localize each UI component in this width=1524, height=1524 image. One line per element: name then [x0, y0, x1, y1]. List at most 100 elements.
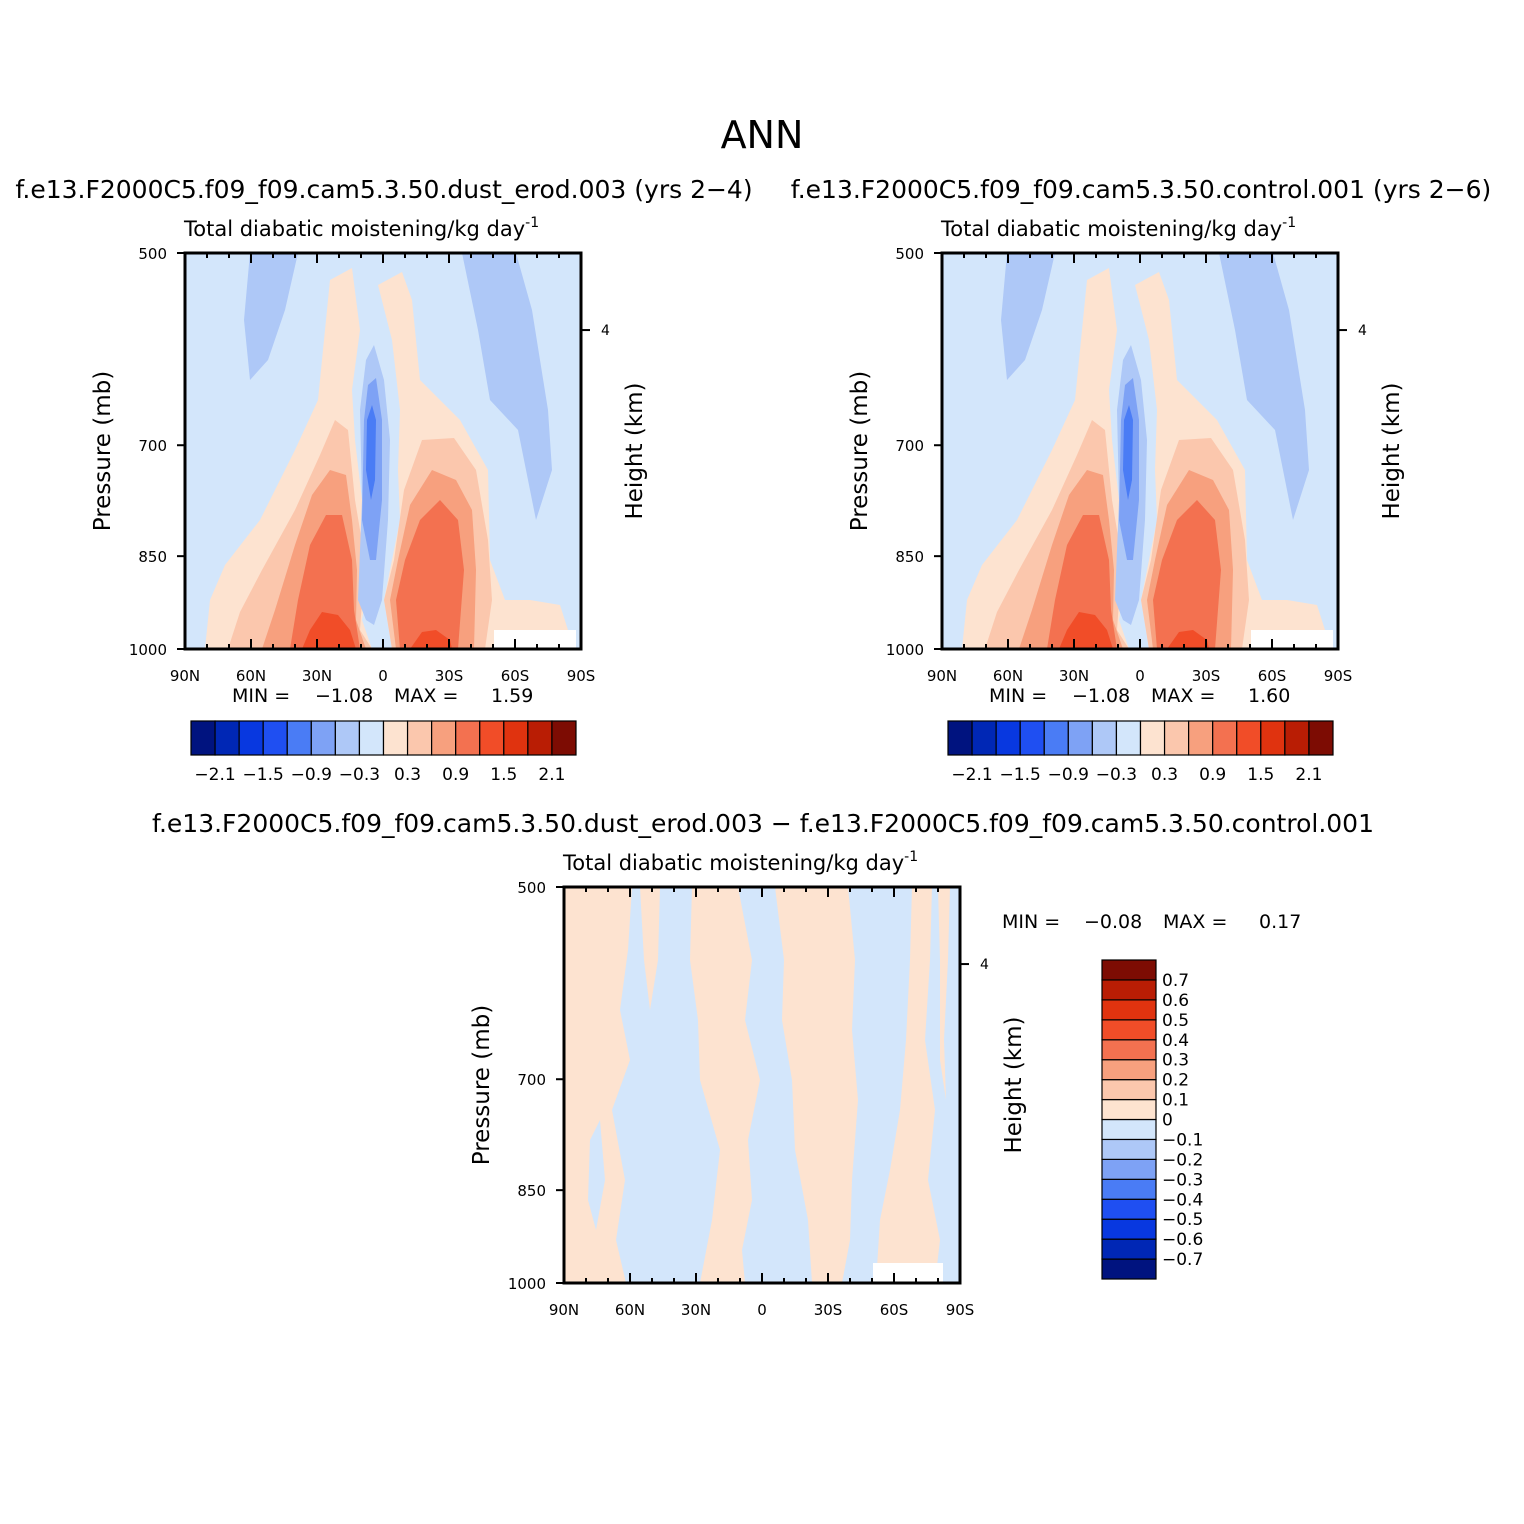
y-axis-label: Pressure (mb) [90, 371, 116, 531]
colorbar-box [971, 720, 997, 756]
contour-band-neg-0-6 [1001, 253, 1055, 380]
colorbar-box [1101, 1079, 1157, 1101]
max-label: MAX = [1163, 911, 1227, 933]
min-value: −1.08 [1072, 685, 1130, 707]
y-axis-right-label: Height (km) [1001, 1016, 1027, 1153]
colorbar-box [1163, 720, 1190, 756]
colorbar-box [1101, 1178, 1157, 1200]
colorbar-tick-label: 0.9 [1199, 765, 1226, 785]
colorbar-tick-label: −0.5 [1162, 1210, 1203, 1230]
y-tick-label: 500 [895, 245, 924, 263]
colorbar-tick-label: 0.3 [1151, 765, 1178, 785]
colorbar-box [1139, 720, 1166, 756]
colorbar-tick-label: 0.9 [442, 765, 469, 785]
colorbar-box [1188, 720, 1214, 756]
contour-band-neg-1-2 [366, 405, 376, 500]
colorbar-tick-label: −0.9 [1048, 765, 1089, 785]
colorbar-tick-label: 1.5 [490, 765, 517, 785]
colorbar-tick-label: 0.3 [1162, 1051, 1189, 1071]
colorbar-box [503, 720, 529, 756]
colorbar-tick-label: 0.3 [394, 765, 421, 785]
colorbar-box [1308, 720, 1334, 756]
colorbar-box [1101, 1059, 1157, 1081]
axis-ticks: 90N 60N 30N 0 30S 60S 90S 500 700 850 1000 4 [886, 245, 1367, 685]
panel-control: f.e13.F2000C5.f09_f09.cam5.3.50.control.… [791, 175, 1492, 785]
y-axis-label: Pressure (mb) [469, 1005, 495, 1165]
panel-case-title: f.e13.F2000C5.f09_f09.cam5.3.50.control.… [791, 175, 1492, 204]
colorbar-box [1236, 720, 1262, 756]
y-tick-label: 1000 [886, 641, 924, 659]
colorbar-box [1067, 720, 1093, 756]
variable-label: Total diabatic moistening/kg day [562, 851, 904, 875]
x-tick-label: 60S [880, 1301, 909, 1319]
y-tick-label: 850 [138, 548, 167, 566]
y-right-tick-label: 4 [980, 957, 989, 973]
colorbar-tick-label: −0.3 [339, 765, 380, 785]
colorbar-box [1101, 979, 1157, 1001]
y-tick-label: 500 [138, 245, 167, 263]
colorbar-box [1101, 1098, 1157, 1121]
colorbar-tick-label: 0.5 [1162, 1011, 1189, 1031]
colorbar-box [1101, 1218, 1157, 1240]
x-tick-label: 0 [1135, 667, 1145, 685]
colorbar-box [310, 720, 336, 756]
colorbar-box [1101, 959, 1157, 981]
colorbar-tick-label: −2.1 [194, 765, 235, 785]
colorbar-box [431, 720, 457, 756]
contour-band-pos-1-5 [302, 612, 356, 649]
colorbar-box [1101, 1238, 1157, 1260]
colorbar-box [1091, 720, 1118, 756]
x-tick-label: 0 [757, 1301, 767, 1319]
contour-band-neg-0-6 [1219, 253, 1309, 520]
x-tick-label: 60N [615, 1301, 645, 1319]
min-value: −1.08 [315, 685, 373, 707]
colorbar-box [358, 720, 385, 756]
x-tick-label: 60N [993, 667, 1023, 685]
panel-dust-erod: f.e13.F2000C5.f09_f09.cam5.3.50.dust_ero… [15, 175, 752, 785]
y-axis-label: Pressure (mb) [847, 371, 873, 531]
colorbar-tick-label: 0 [1162, 1111, 1173, 1131]
contour-field [185, 253, 581, 649]
colorbar-box [1101, 1019, 1157, 1041]
panel-variable-title: Total diabatic moistening/kg day-1 [940, 215, 1296, 241]
axis-ticks: 90N 60N 30N 0 30S 60S 90S 500 700 850 1000 4 [508, 879, 989, 1319]
contour-band-pos-1-5 [1167, 630, 1209, 649]
x-tick-label: 30N [681, 1301, 711, 1319]
x-tick-label: 30S [814, 1301, 843, 1319]
x-tick-label: 60N [236, 667, 266, 685]
max-label: MAX = [394, 685, 458, 707]
y-tick-label: 700 [138, 437, 167, 455]
min-value: −0.08 [1084, 911, 1142, 933]
panel-case-title: f.e13.F2000C5.f09_f09.cam5.3.50.dust_ero… [15, 175, 752, 204]
colorbar-box [947, 720, 973, 756]
contour-band-neg-0-6 [244, 253, 298, 380]
variable-superscript: -1 [525, 215, 539, 231]
x-tick-label: 30N [1059, 667, 1089, 685]
contour-band-pos-1-2 [1047, 515, 1117, 649]
colorbar-box [1101, 1118, 1157, 1141]
colorbar-box [1260, 720, 1286, 756]
colorbar-box [406, 720, 433, 756]
y-tick-label: 850 [895, 548, 924, 566]
colorbar-tick-label: −0.2 [1162, 1150, 1203, 1170]
contour-band-pos-0-1 [876, 887, 940, 1283]
y-right-tick-label: 4 [1358, 323, 1367, 339]
panel-variable-title: Total diabatic moistening/kg day-1 [183, 215, 539, 241]
colorbar-tick-label: −2.1 [951, 765, 992, 785]
missing-data-mask [494, 630, 576, 649]
colorbar-tick-label: 1.5 [1247, 765, 1274, 785]
panel-variable-title: Total diabatic moistening/kg day-1 [562, 849, 918, 875]
colorbar-box [1101, 1258, 1157, 1280]
colorbar-box [190, 720, 216, 756]
colorbar-tick-label: −0.9 [291, 765, 332, 785]
contour-band-pos-1-2 [396, 500, 464, 649]
contour-band-neg-0-1 [588, 1120, 605, 1230]
contour-band-pos-0-1 [775, 887, 858, 1283]
colorbar-tick-label: −0.7 [1162, 1250, 1203, 1270]
colorbar-box [286, 720, 312, 756]
contour-band-pos-0-1 [640, 887, 660, 1010]
x-tick-label: 90N [549, 1301, 579, 1319]
contour-band-pos-0-1 [938, 887, 950, 1100]
max-value: 1.60 [1248, 685, 1290, 707]
colorbar-box [551, 720, 577, 756]
